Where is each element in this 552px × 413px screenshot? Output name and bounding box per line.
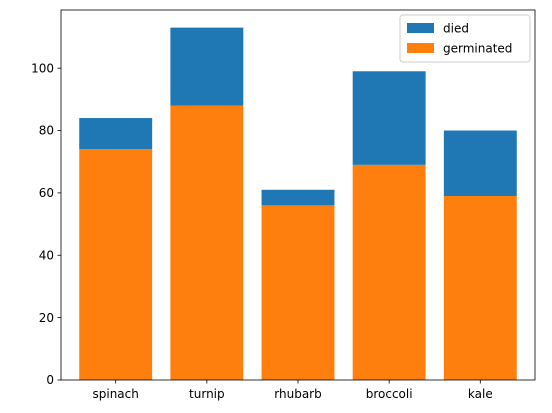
x-tick-label-broccoli: broccoli xyxy=(366,387,413,401)
y-tick-label: 40 xyxy=(39,248,54,262)
x-tick-label-rhubarb: rhubarb xyxy=(274,387,321,401)
bar-died-kale xyxy=(443,130,517,197)
axes-layer: 0 20 40 60 80 100 spinach turnip rhubarb broccoli… xyxy=(31,9,536,401)
legend-swatch-died xyxy=(407,23,434,33)
y-tick-label: 60 xyxy=(39,186,54,200)
bar-died-turnip xyxy=(170,27,244,106)
y-tick-label: 100 xyxy=(31,61,54,75)
legend-swatch-germinated xyxy=(407,43,434,53)
bar-died-broccoli xyxy=(352,71,426,165)
bar-germinated-rhubarb xyxy=(261,205,335,380)
bar-germinated-broccoli xyxy=(352,164,426,380)
x-tick-label-kale: kale xyxy=(468,387,493,401)
y-tick-label: 0 xyxy=(46,373,54,387)
legend-label-died: died xyxy=(443,22,469,36)
bar-germinated-spinach xyxy=(79,149,153,380)
y-tick-label: 20 xyxy=(39,311,54,325)
x-tick-label-turnip: turnip xyxy=(189,387,225,401)
bar-germinated-kale xyxy=(443,196,517,380)
y-tick-label: 80 xyxy=(39,124,54,138)
legend-label-germinated: germinated xyxy=(443,42,512,56)
bar-died-rhubarb xyxy=(261,189,335,206)
bar-died-spinach xyxy=(79,118,153,150)
x-tick-label-spinach: spinach xyxy=(93,387,139,401)
legend: died germinated xyxy=(399,14,531,63)
bar-germinated-turnip xyxy=(170,105,244,380)
bars-layer xyxy=(79,27,517,380)
